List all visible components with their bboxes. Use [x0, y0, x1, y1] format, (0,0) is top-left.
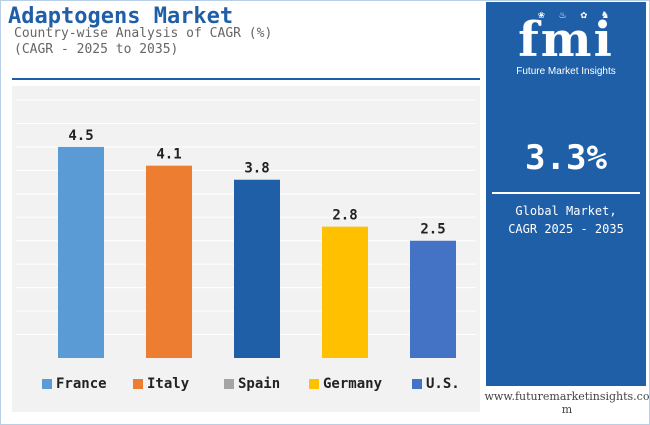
website-link[interactable]: www.futuremarketinsights.com — [484, 390, 650, 416]
chart-subtitle: Country-wise Analysis of CAGR (%) (CAGR … — [14, 26, 272, 58]
title-divider — [12, 78, 480, 80]
legend-swatch — [309, 379, 319, 389]
logo-caption: Future Market Insights — [516, 66, 616, 77]
legend-label: U.S. — [426, 376, 460, 392]
bar-us — [410, 240, 456, 358]
legend-label: Spain — [238, 376, 280, 392]
bar-spain — [234, 179, 280, 358]
bar-italy — [146, 165, 192, 358]
bar-value-label: 2.5 — [420, 222, 445, 238]
bar-value-label: 4.1 — [156, 147, 181, 163]
bar-value-label: 4.5 — [68, 128, 93, 144]
fmi-logo: fmi — [518, 12, 614, 68]
legend-swatch — [224, 379, 234, 389]
subtitle-line-1: Country-wise Analysis of CAGR (%) — [14, 26, 273, 41]
legend-swatch — [412, 379, 422, 389]
legend-label: Germany — [323, 376, 383, 392]
subtitle-line-2: (CAGR - 2025 to 2035) — [14, 42, 179, 57]
global-cagr-caption: Global Market, CAGR 2025 - 2035 — [486, 202, 646, 238]
legend-label: Italy — [147, 376, 190, 392]
global-cagr-value: 3.3% — [525, 138, 607, 178]
logo-icons: ❀ ♨ ✿ ♞ — [538, 8, 613, 21]
cagr-divider — [492, 192, 640, 194]
bar-value-label: 2.8 — [332, 208, 357, 224]
bar-value-label: 3.8 — [244, 161, 269, 177]
bar-france — [58, 146, 104, 358]
bar-germany — [322, 226, 368, 358]
sidebar-panel: ❀ ♨ ✿ ♞ fmi Future Market Insights 3.3% … — [486, 2, 646, 386]
legend-label: France — [56, 376, 107, 392]
chart-title: Adaptogens Market — [8, 4, 234, 29]
cagr-caption-line-1: Global Market, — [515, 204, 617, 218]
bar-chart: 4.5 4.1 3.8 2.8 2.5 France Italy Spain Germany U.… — [16, 99, 476, 392]
legend-swatch — [133, 379, 143, 389]
cagr-caption-line-2: CAGR 2025 - 2035 — [508, 222, 624, 236]
legend-swatch — [42, 379, 52, 389]
